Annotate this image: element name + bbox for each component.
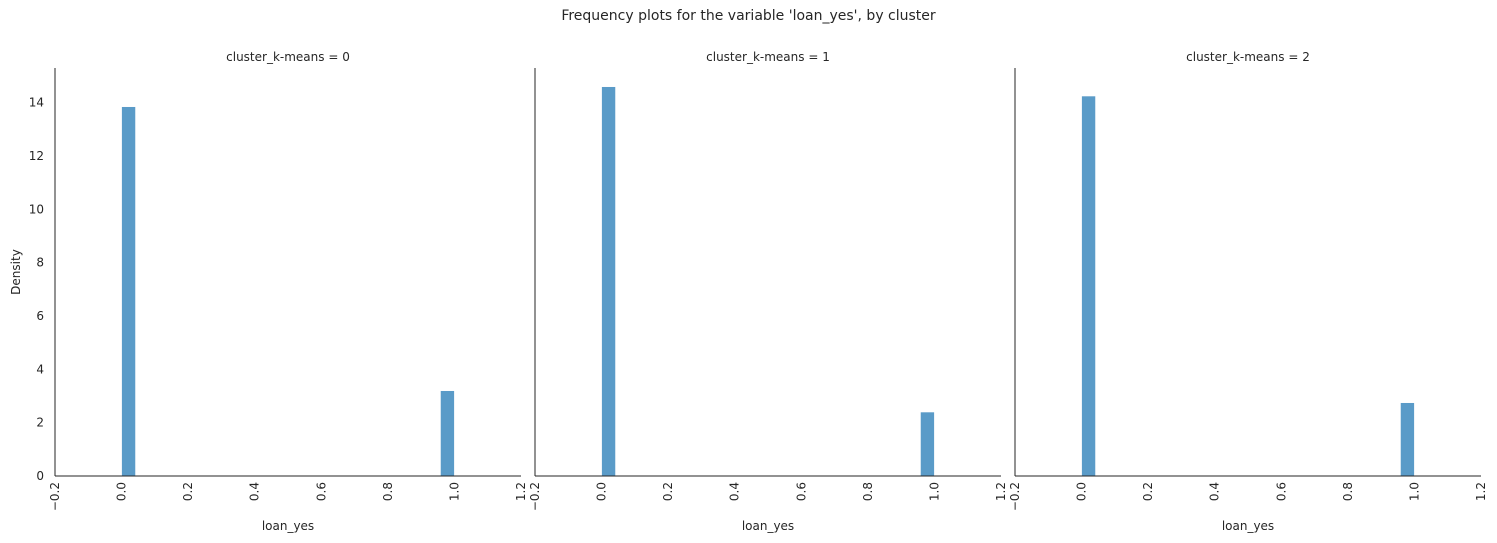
panel-title: cluster_k-means = 1 — [706, 50, 830, 64]
x-tick-label: 1.2 — [994, 482, 1008, 501]
y-tick-label: 12 — [29, 149, 44, 163]
histogram-bar — [601, 86, 616, 477]
histogram-bar — [1400, 402, 1415, 477]
panel-1: cluster_k-means = 1 −0.2 0.0 0.2 0.4 0.6 0.8 1.… — [528, 50, 1008, 533]
x-tick-label: 0.0 — [115, 482, 129, 501]
x-tick-label: 0.6 — [794, 482, 808, 501]
histogram-bar — [440, 390, 455, 477]
x-tick-label: 1.2 — [1474, 482, 1488, 501]
histogram-bar — [920, 411, 935, 477]
panel-2: cluster_k-means = 2 −0.2 0.0 0.2 0.4 0.6 0.8 1.… — [1008, 50, 1488, 533]
x-axis-label: loan_yes — [262, 519, 314, 533]
panel-0: cluster_k-means = 0 −0.2 0.0 0.2 0.4 0.6 0.8 1.… — [9, 50, 528, 533]
y-tick-label: 2 — [36, 416, 44, 430]
x-tick-label: 0.8 — [1341, 482, 1355, 501]
panel-title: cluster_k-means = 0 — [226, 50, 350, 64]
x-tick-label: 1.2 — [514, 482, 528, 501]
x-tick-label: 0.8 — [861, 482, 875, 501]
y-tick-label: 6 — [36, 309, 44, 323]
y-tick-label: 8 — [36, 256, 44, 270]
x-tick-label: −0.2 — [528, 482, 542, 511]
figure-title: Frequency plots for the variable 'loan_y… — [561, 8, 936, 24]
y-tick-label: 0 — [36, 469, 44, 483]
x-tick-label: 0.6 — [1274, 482, 1288, 501]
histogram-bar — [1081, 95, 1096, 477]
x-tick-label: 0.2 — [661, 482, 675, 501]
x-tick-label: −0.2 — [1008, 482, 1022, 511]
panel-title: cluster_k-means = 2 — [1186, 50, 1310, 64]
x-tick-label: 0.0 — [595, 482, 609, 501]
x-tick-label: 0.4 — [1208, 482, 1222, 501]
x-tick-label: 1.0 — [927, 482, 941, 501]
x-tick-label: 0.4 — [248, 482, 262, 501]
y-axis-label: Density — [9, 249, 23, 295]
x-axis-label: loan_yes — [1222, 519, 1274, 533]
x-tick-label: 1.0 — [447, 482, 461, 501]
x-tick-label: 0.2 — [181, 482, 195, 501]
x-tick-label: 1.0 — [1407, 482, 1421, 501]
x-tick-label: −0.2 — [48, 482, 62, 511]
x-tick-label: 0.2 — [1141, 482, 1155, 501]
y-tick-label: 14 — [29, 96, 44, 110]
x-tick-label: 0.8 — [381, 482, 395, 501]
histogram-bar — [121, 106, 136, 477]
y-tick-label: 4 — [36, 362, 44, 376]
x-tick-label: 0.4 — [728, 482, 742, 501]
x-tick-label: 0.0 — [1075, 482, 1089, 501]
x-axis-label: loan_yes — [742, 519, 794, 533]
y-tick-label: 10 — [29, 202, 44, 216]
x-tick-label: 0.6 — [314, 482, 328, 501]
